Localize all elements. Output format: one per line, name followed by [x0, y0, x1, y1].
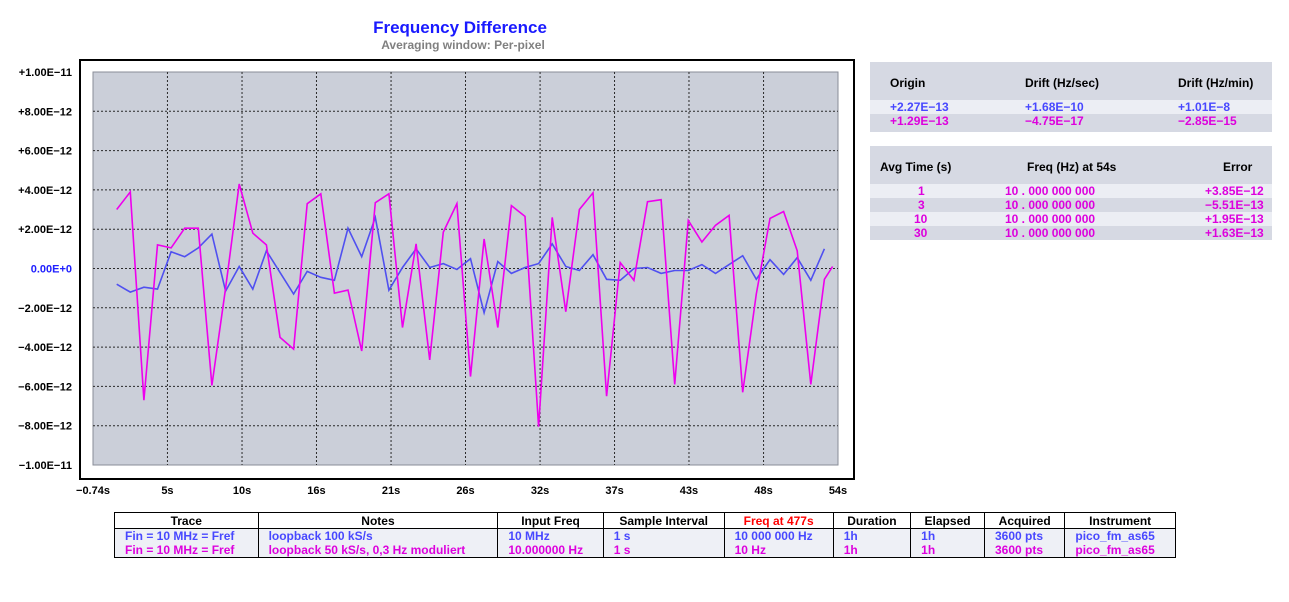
drift-header-origin: Origin [890, 76, 926, 90]
freq-at-2-value: 10 Hz [734, 543, 766, 557]
header-notes: Notes [257, 512, 499, 529]
trace-info-header-row: Trace Notes Input Freq Sample Interval F… [114, 512, 1176, 529]
avg-freq: 10 . 000 000 000 [1005, 226, 1096, 240]
x-tick-label: 43s [680, 485, 698, 497]
cell-elapsed: 1h 1h [910, 528, 985, 558]
x-tick-label: 37s [605, 485, 623, 497]
y-tick-label: +8.00E−12 [18, 106, 72, 118]
input-freq-2-value: 10.000000 Hz [508, 543, 584, 557]
avg-time: 1 [918, 184, 925, 198]
avg-header-error: Error [1223, 160, 1253, 174]
cell-duration: 1h 1h [832, 528, 912, 558]
drift-hz-sec: −4.75E−17 [1025, 114, 1084, 128]
avg-freq: 10 . 000 000 000 [1005, 198, 1096, 212]
avg-row-1: 1 10 . 000 000 000 +3.85E−12 [870, 184, 1272, 198]
avg-time: 30 [914, 226, 928, 240]
drift-hz-min: +1.01E−8 [1178, 100, 1231, 114]
elapsed-2-value: 1h [921, 543, 936, 557]
x-tick-label: 48s [754, 485, 772, 497]
header-input-freq: Input Freq [497, 512, 604, 529]
averaging-panel: Avg Time (s) Freq (Hz) at 54s Error 1 10… [870, 146, 1272, 240]
header-instrument: Instrument [1064, 512, 1176, 529]
drift-header-hz-sec: Drift (Hz/sec) [1025, 76, 1100, 90]
y-tick-label: +4.00E−12 [18, 185, 72, 197]
avg-error: +1.63E−13 [1205, 226, 1264, 240]
avg-time: 3 [918, 198, 925, 212]
avg-freq: 10 . 000 000 000 [1005, 212, 1096, 226]
avg-error: +3.85E−12 [1205, 184, 1264, 198]
cell-input-freq: 10 MHz 10.000000 Hz [497, 528, 604, 558]
header-sample-interval: Sample Interval [602, 512, 725, 529]
x-tick-label: 54s [829, 485, 847, 497]
drift-origin: +2.27E−13 [890, 100, 949, 114]
x-tick-label: 32s [531, 485, 549, 497]
drift-hz-min: −2.85E−15 [1178, 114, 1237, 128]
chart-title: Frequency Difference [373, 18, 547, 37]
frequency-difference-chart: +1.00E−11 +8.00E−12 +6.00E−12 +4.00E−12 +2.0… [18, 59, 855, 497]
x-tick-label: 21s [382, 485, 400, 497]
x-tick-label: 10s [233, 485, 251, 497]
y-tick-label: 0.00E+0 [31, 264, 72, 276]
trace-info-table: Trace Notes Input Freq Sample Interval F… [114, 512, 1176, 558]
trace-info-row: Fin = 10 MHz = Fref Fin = 10 MHz = Fref l… [114, 528, 1176, 558]
sample-interval-2-value: 1 s [613, 543, 631, 557]
drift-hz-sec: +1.68E−10 [1025, 100, 1084, 114]
acquired-1-value: 3600 pts [994, 529, 1043, 543]
y-tick-label: −1.00E−11 [19, 460, 72, 472]
x-tick-label: 5s [161, 485, 173, 497]
cell-freq-at: 10 000 000 Hz 10 Hz [723, 528, 834, 558]
series-line-2 [116, 183, 834, 427]
drift-panel: Origin Drift (Hz/sec) Drift (Hz/min) +2.… [870, 62, 1272, 132]
avg-header-freq: Freq (Hz) at 54s [1027, 160, 1117, 174]
x-tick-label: 16s [307, 485, 325, 497]
y-tick-label: −2.00E−12 [18, 303, 72, 315]
y-tick-label: +2.00E−12 [18, 224, 72, 236]
avg-time: 10 [914, 212, 928, 226]
elapsed-1-value: 1h [921, 529, 936, 543]
drift-row-2: +1.29E−13 −4.75E−17 −2.85E−15 [870, 114, 1272, 128]
duration-1-value: 1h [843, 529, 858, 543]
header-elapsed: Elapsed [910, 512, 985, 529]
header-duration: Duration [832, 512, 912, 529]
x-tick-label: 26s [456, 485, 474, 497]
series-line-1 [116, 214, 826, 316]
sample-interval-1-value: 1 s [613, 529, 631, 543]
trace-1-value: Fin = 10 MHz = Fref [125, 529, 235, 543]
chart-subtitle: Averaging window: Per-pixel [381, 38, 545, 52]
x-tick-label: −0.74s [76, 485, 110, 497]
avg-row-3: 10 10 . 000 000 000 +1.95E−13 [870, 212, 1272, 226]
y-tick-label: +6.00E−12 [18, 146, 72, 158]
y-tick-label: +1.00E−11 [19, 67, 72, 79]
cell-acquired: 3600 pts 3600 pts [983, 528, 1066, 558]
input-freq-1-value: 10 MHz [508, 529, 550, 543]
y-tick-label: −6.00E−12 [18, 381, 72, 393]
avg-row-2: 3 10 . 000 000 000 −5.51E−13 [870, 198, 1272, 212]
acquired-2-value: 3600 pts [994, 543, 1043, 557]
cell-trace: Fin = 10 MHz = Fref Fin = 10 MHz = Fref [114, 528, 259, 558]
avg-error: +1.95E−13 [1205, 212, 1264, 226]
header-trace: Trace [114, 512, 259, 529]
header-freq-at: Freq at 477s [723, 512, 834, 529]
cell-notes: loopback 100 kS/s loopback 50 kS/s, 0,3 H… [257, 528, 499, 558]
y-tick-label: −4.00E−12 [18, 342, 72, 354]
drift-header-hz-min: Drift (Hz/min) [1178, 76, 1254, 90]
drift-row-1: +2.27E−13 +1.68E−10 +1.01E−8 [870, 100, 1272, 114]
instrument-1-value: pico_fm_as65 [1075, 529, 1155, 543]
header-acquired: Acquired [983, 512, 1066, 529]
notes-2-value: loopback 50 kS/s, 0,3 Hz moduliert [268, 543, 466, 557]
freq-at-1-value: 10 000 000 Hz [734, 529, 813, 543]
duration-2-value: 1h [843, 543, 858, 557]
notes-1-value: loopback 100 kS/s [268, 529, 373, 543]
y-tick-label: −8.00E−12 [18, 421, 72, 433]
avg-header-time: Avg Time (s) [880, 160, 952, 174]
trace-2-value: Fin = 10 MHz = Fref [125, 543, 235, 557]
avg-error: −5.51E−13 [1205, 198, 1264, 212]
avg-row-4: 30 10 . 000 000 000 +1.63E−13 [870, 226, 1272, 240]
instrument-2-value: pico_fm_as65 [1075, 543, 1155, 557]
avg-freq: 10 . 000 000 000 [1005, 184, 1096, 198]
drift-origin: +1.29E−13 [890, 114, 949, 128]
cell-instrument: pico_fm_as65 pico_fm_as65 [1064, 528, 1176, 558]
